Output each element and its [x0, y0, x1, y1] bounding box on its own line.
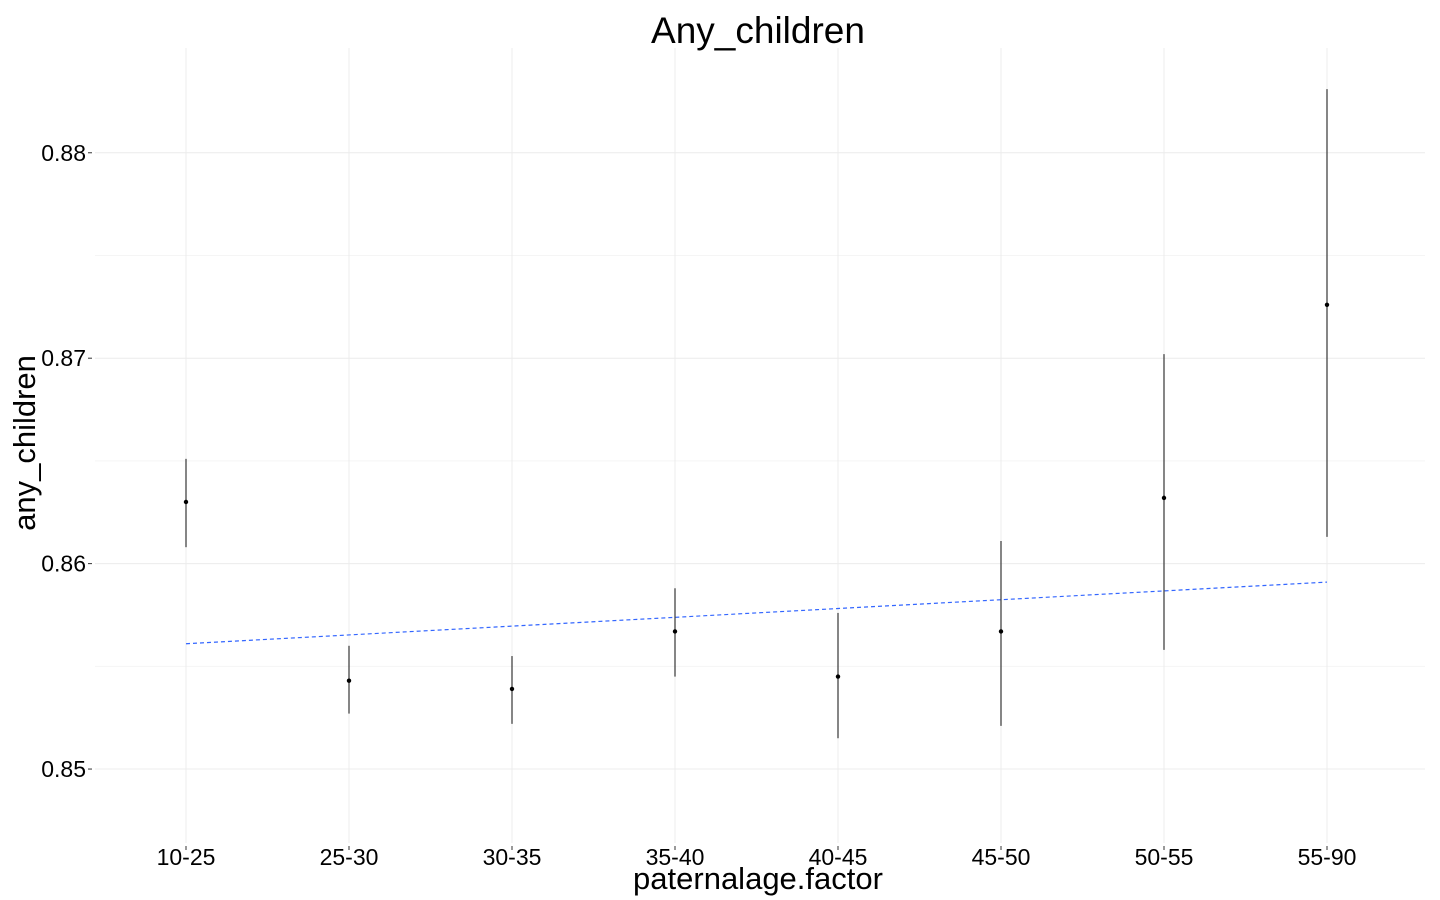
- chart-title: Any_children: [651, 10, 865, 51]
- x-axis: 10-25 25-30 30-35 35-40 40-45 45-50 50-55 55-90: [157, 844, 1357, 870]
- x-tick-label: 45-50: [972, 844, 1031, 870]
- x-tick-label: 35-40: [646, 844, 705, 870]
- data-point: [1324, 302, 1330, 307]
- data-point: [998, 629, 1004, 634]
- data-point: [672, 629, 678, 634]
- minor-gridlines: [95, 254, 1425, 667]
- error-bars: [185, 89, 1328, 739]
- y-axis: 0.85 0.86 0.87 0.88: [41, 140, 92, 782]
- x-tick-label: 30-35: [483, 844, 542, 870]
- data-point: [183, 499, 189, 505]
- x-tick-label: 40-45: [809, 844, 868, 870]
- x-tick-label: 55-90: [1298, 844, 1357, 870]
- x-tick-label: 50-55: [1135, 844, 1194, 870]
- y-axis-title: any_children: [7, 355, 42, 531]
- data-point: [835, 674, 841, 679]
- y-tick-label: 0.87: [41, 345, 86, 371]
- data-points: [183, 302, 1330, 692]
- x-axis-title: paternalage.factor: [633, 861, 883, 896]
- y-tick-label: 0.88: [41, 140, 86, 166]
- y-tick-label: 0.85: [41, 756, 86, 782]
- data-point: [1161, 495, 1167, 501]
- trend-line: [185, 581, 1328, 645]
- major-gridlines: [95, 48, 1425, 843]
- data-point: [509, 686, 515, 692]
- x-tick-label: 10-25: [157, 844, 216, 870]
- x-tick-label: 25-30: [320, 844, 379, 870]
- data-point: [346, 678, 352, 683]
- trend-line-group: [185, 581, 1328, 645]
- y-tick-label: 0.86: [41, 551, 86, 577]
